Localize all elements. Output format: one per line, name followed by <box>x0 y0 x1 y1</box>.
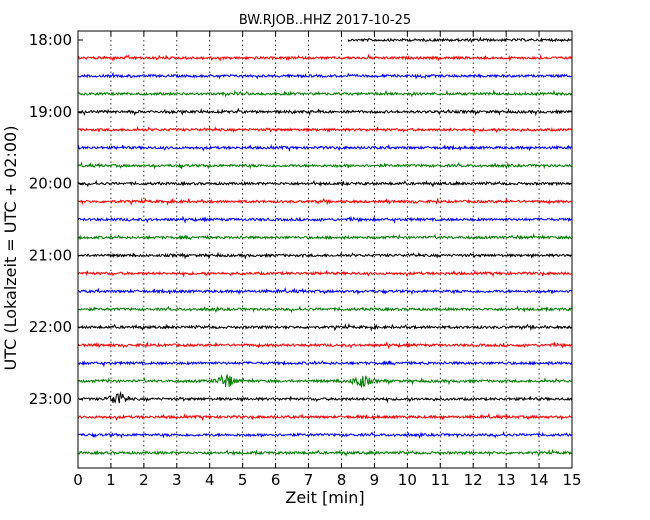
trace-line <box>77 89 572 98</box>
plot-frame <box>77 30 573 469</box>
x-tick-label: 6 <box>271 471 281 489</box>
trace-line <box>77 322 572 332</box>
x-tick-label: 13 <box>497 471 516 489</box>
trace-line <box>77 448 572 457</box>
trace-line <box>77 126 572 135</box>
x-tick-label: 0 <box>73 471 83 489</box>
trace-line <box>77 53 572 63</box>
y-tick-label: 19:00 <box>29 103 72 121</box>
x-tick-label: 11 <box>431 471 450 489</box>
x-tick-label: 2 <box>139 471 149 489</box>
y-tick-label: 23:00 <box>29 390 72 408</box>
trace-line <box>77 71 572 80</box>
x-tick-label: 9 <box>370 471 380 489</box>
y-tick-label: 18:00 <box>29 31 72 49</box>
x-tick-label: 4 <box>205 471 215 489</box>
y-axis-ticks: 18:00 19:00 20:00 21:00 22:00 23:00 <box>29 31 572 408</box>
trace-line <box>77 373 572 388</box>
x-axis-label: Zeit [min] <box>285 488 364 507</box>
trace-line <box>77 390 572 404</box>
trace-line <box>77 412 572 422</box>
trace-line <box>77 286 572 296</box>
chart-title: BW.RJOB..HHZ 2017-10-25 <box>239 13 411 28</box>
trace-line <box>77 269 572 278</box>
trace-lines <box>77 36 572 457</box>
trace-line <box>77 197 572 207</box>
trace-line <box>77 161 572 170</box>
trace-line <box>77 340 572 350</box>
x-tick-label: 3 <box>172 471 182 489</box>
trace-line <box>77 430 572 439</box>
trace-line <box>77 232 572 241</box>
y-tick-label: 22:00 <box>29 318 72 336</box>
trace-line <box>347 36 572 44</box>
y-axis-label: UTC (Lokalzeit = UTC + 02:00) <box>1 126 20 371</box>
x-tick-label: 8 <box>337 471 347 489</box>
trace-line <box>77 107 572 117</box>
x-tick-label: 12 <box>464 471 483 489</box>
grid-lines <box>110 31 540 468</box>
trace-line <box>77 215 572 225</box>
x-tick-label: 15 <box>562 471 581 489</box>
y-tick-label: 20:00 <box>29 175 72 193</box>
x-axis-ticks: 0 1 2 3 4 5 6 7 8 9 10 11 12 13 14 15 <box>73 31 582 489</box>
x-tick-label: 10 <box>398 471 417 489</box>
trace-line <box>77 143 572 152</box>
y-tick-label: 21:00 <box>29 246 72 264</box>
x-tick-label: 14 <box>530 471 549 489</box>
x-tick-label: 1 <box>106 471 116 489</box>
x-tick-label: 7 <box>304 471 314 489</box>
trace-line <box>77 179 572 188</box>
trace-line <box>77 251 572 260</box>
trace-line <box>77 305 572 314</box>
trace-line <box>77 360 572 368</box>
x-tick-label: 5 <box>238 471 248 489</box>
